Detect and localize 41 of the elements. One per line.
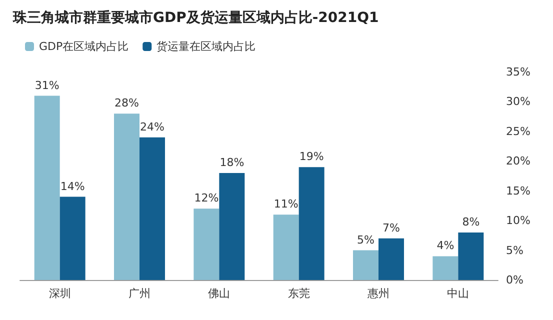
data-label: 11% bbox=[274, 198, 298, 211]
y-tick-label: 5% bbox=[506, 244, 524, 257]
data-label: 19% bbox=[299, 150, 324, 164]
data-label: 12% bbox=[194, 192, 219, 205]
data-label: 24% bbox=[140, 120, 164, 134]
bar bbox=[34, 96, 60, 280]
bar bbox=[458, 232, 484, 280]
y-tick-label: 15% bbox=[506, 184, 530, 198]
data-label: 4% bbox=[436, 239, 454, 252]
bar bbox=[114, 114, 140, 280]
y-tick-label: 25% bbox=[506, 124, 530, 138]
y-tick-label: 0% bbox=[506, 274, 524, 286]
legend-label: GDP在区域内占比 bbox=[39, 40, 129, 53]
data-label: 5% bbox=[357, 233, 374, 246]
x-tick-label: 惠州 bbox=[366, 287, 390, 300]
data-label: 14% bbox=[60, 180, 85, 193]
bar bbox=[194, 208, 220, 280]
bar bbox=[298, 167, 324, 280]
data-label: 18% bbox=[220, 156, 244, 170]
bar bbox=[219, 173, 245, 280]
bar bbox=[140, 137, 165, 280]
x-tick-label: 中山 bbox=[447, 287, 470, 300]
legend-label: 货运量在区域内占比 bbox=[156, 40, 256, 53]
y-tick-label: 30% bbox=[506, 95, 530, 108]
x-tick-label: 深圳 bbox=[48, 287, 71, 300]
bar bbox=[353, 250, 378, 280]
bar bbox=[60, 196, 86, 280]
data-label: 31% bbox=[34, 78, 60, 92]
bar bbox=[273, 214, 299, 280]
chart-title: 珠三角城市群重要城市GDP及货运量区域内占比-2021Q1 bbox=[12, 9, 379, 26]
y-tick-label: 35% bbox=[506, 66, 530, 78]
y-tick-label: 20% bbox=[506, 154, 530, 168]
data-label: 8% bbox=[462, 215, 480, 228]
x-tick-label: 东莞 bbox=[288, 287, 310, 300]
data-label: 7% bbox=[382, 221, 400, 234]
x-tick-label: 佛山 bbox=[208, 287, 230, 300]
bar bbox=[378, 238, 404, 280]
bar bbox=[432, 256, 458, 280]
y-tick-label: 10% bbox=[506, 214, 530, 228]
data-label: 28% bbox=[114, 96, 139, 110]
x-tick-label: 广州 bbox=[128, 287, 150, 300]
